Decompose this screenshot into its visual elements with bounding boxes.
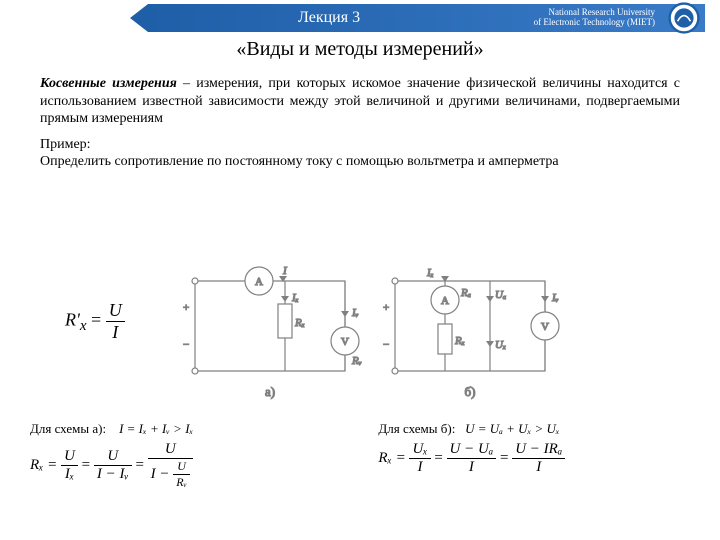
scheme-b-caption: Для схемы б): U = Uₐ + Uₓ > Uₓ xyxy=(378,421,700,437)
band-body: Лекция 3 National Research University of… xyxy=(148,4,705,32)
formula-rprime: R'x = U I xyxy=(65,300,125,343)
band-arrow xyxy=(130,4,148,32)
lecture-number: Лекция 3 xyxy=(298,9,360,27)
example-paragraph: Пример: Определить сопротивление по пост… xyxy=(40,136,680,171)
example-text: Определить сопротивление по постоянному … xyxy=(40,154,559,169)
scheme-a-formula: Rₓ = U Iₓ = U I − Iᵥ = U I − U Rᵥ xyxy=(30,441,352,490)
svg-text:Uₓ: Uₓ xyxy=(495,339,506,351)
definition-paragraph: Косвенные измерения – измерения, при кот… xyxy=(40,75,680,128)
circuit-diagrams: A V I Iₓ Iᵥ Rₓ Rᵥ + − а) xyxy=(175,256,565,406)
circuit-b: A V Iₓ Rₐ Rₓ Uₐ Uₓ Iᵥ + − xyxy=(375,256,565,406)
svg-text:−: − xyxy=(383,339,389,351)
example-label: Пример: xyxy=(40,137,91,152)
svg-text:а): а) xyxy=(265,384,275,399)
svg-text:Uₐ: Uₐ xyxy=(495,289,506,301)
scheme-b-line1: U = Uₐ + Uₓ > Uₓ xyxy=(465,421,560,436)
circuit-a: A V I Iₓ Iᵥ Rₓ Rᵥ + − а) xyxy=(175,256,365,406)
svg-text:Rₓ: Rₓ xyxy=(454,335,465,347)
formula-num: U xyxy=(106,300,125,322)
svg-text:A: A xyxy=(255,276,263,288)
svg-text:Rₐ: Rₐ xyxy=(460,287,471,299)
scheme-a-line1: I = Iₓ + Iᵥ > Iₓ xyxy=(119,421,193,436)
scheme-a-caption: Для схемы а): I = Iₓ + Iᵥ > Iₓ xyxy=(30,421,352,437)
svg-text:Rᵥ: Rᵥ xyxy=(351,355,362,367)
svg-text:V: V xyxy=(341,336,349,348)
bottom-formulas: Для схемы а): I = Iₓ + Iᵥ > Iₓ Rₓ = U Iₓ… xyxy=(0,421,720,490)
university-name: National Research University of Electron… xyxy=(534,8,655,28)
svg-text:Iₓ: Iₓ xyxy=(426,267,434,279)
slide-body: Косвенные измерения – измерения, при кот… xyxy=(0,61,720,171)
header-band: Лекция 3 National Research University of… xyxy=(130,4,705,32)
svg-text:+: + xyxy=(183,302,189,314)
scheme-b-formula: Rₓ = Uₓ I = U − Uₐ I = U − IRₐ I xyxy=(378,441,700,476)
definition-dash: – xyxy=(177,76,196,91)
formula-lhs: R' xyxy=(65,310,80,330)
slide-title: «Виды и методы измерений» xyxy=(0,38,720,61)
university-line2: of Electronic Technology (MIET) xyxy=(534,18,655,28)
svg-text:+: + xyxy=(383,302,389,314)
svg-text:Iₓ: Iₓ xyxy=(291,292,299,304)
svg-text:−: − xyxy=(183,339,189,351)
formula-den: I xyxy=(106,322,125,343)
definition-term: Косвенные измерения xyxy=(40,76,177,91)
miet-logo-icon xyxy=(668,2,700,34)
scheme-b-block: Для схемы б): U = Uₐ + Uₓ > Uₓ Rₓ = Uₓ I… xyxy=(378,421,700,490)
slide-header: Лекция 3 National Research University of… xyxy=(0,0,720,32)
svg-text:Iᵥ: Iᵥ xyxy=(351,307,359,319)
svg-text:A: A xyxy=(441,295,449,307)
formula-sub: x xyxy=(80,318,87,334)
svg-text:б): б) xyxy=(465,384,476,399)
svg-text:V: V xyxy=(541,321,549,333)
svg-text:Rₓ: Rₓ xyxy=(294,317,305,329)
svg-text:I: I xyxy=(282,265,288,277)
svg-text:Iᵥ: Iᵥ xyxy=(551,292,559,304)
scheme-a-block: Для схемы а): I = Iₓ + Iᵥ > Iₓ Rₓ = U Iₓ… xyxy=(30,421,352,490)
